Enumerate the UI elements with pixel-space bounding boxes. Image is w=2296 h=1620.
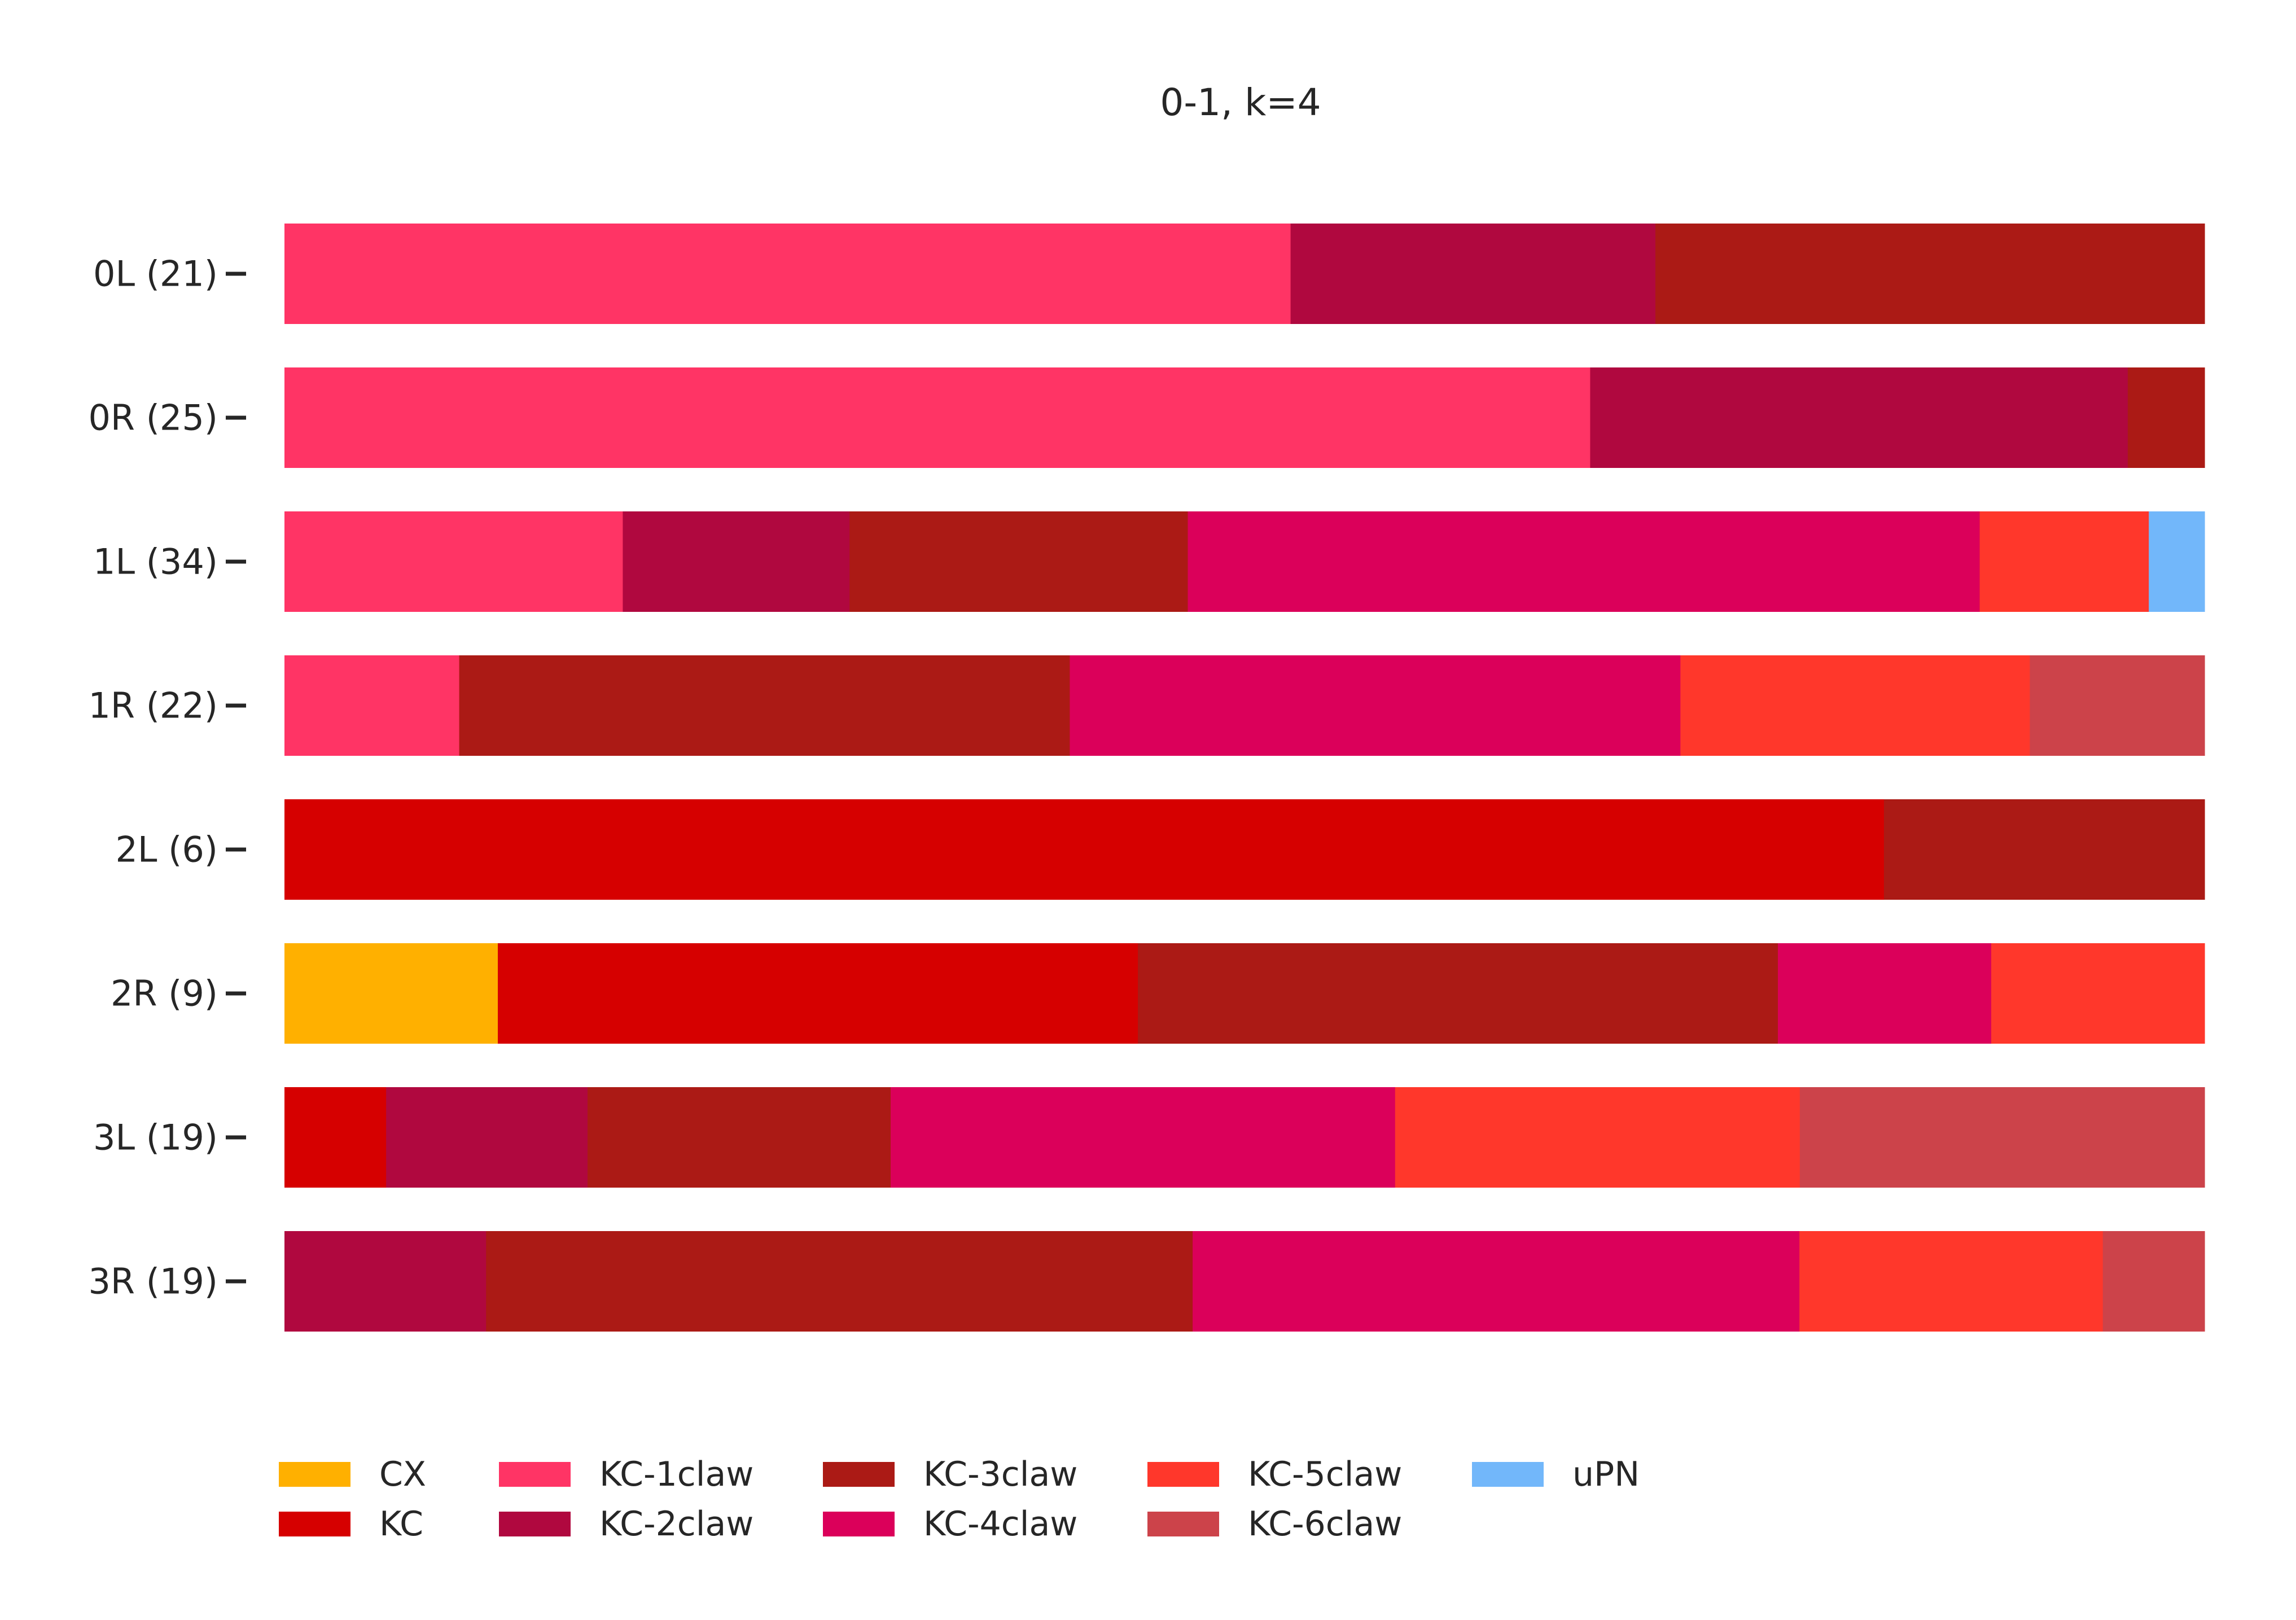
bar-segment-kc-3claw-row-2 bbox=[849, 511, 1189, 612]
y-tick-label: 3R (19) bbox=[88, 1261, 218, 1302]
legend-label-kc-1claw: KC-1claw bbox=[599, 1455, 753, 1494]
bar-segment-kc-2claw-row-7 bbox=[284, 1231, 487, 1332]
legend-label-kc: KC bbox=[379, 1504, 423, 1544]
bar-segment-upn-row-2 bbox=[2149, 511, 2205, 612]
bar-segment-kc-4claw-row-5 bbox=[1778, 943, 1992, 1044]
bar-segment-kc-1claw-row-2 bbox=[284, 511, 623, 612]
bar-segment-kc-2claw-row-1 bbox=[1590, 367, 2128, 468]
bar-segment-kc-5claw-row-6 bbox=[1395, 1087, 1800, 1188]
bar-segment-kc-3claw-row-0 bbox=[1655, 224, 2205, 324]
y-tick-label: 1L (34) bbox=[93, 541, 218, 583]
bar-segment-kc-4claw-row-2 bbox=[1188, 511, 1980, 612]
legend-label-kc-4claw: KC-4claw bbox=[923, 1504, 1077, 1544]
y-tick-label: 2R (9) bbox=[111, 973, 218, 1014]
bar-segment-kc-5claw-row-2 bbox=[1979, 511, 2149, 612]
bar-segment-kc-2claw-row-6 bbox=[386, 1087, 588, 1188]
bar-segment-kc-1claw-row-1 bbox=[284, 367, 1590, 468]
legend-swatch-upn bbox=[1472, 1462, 1544, 1487]
bar-segment-cx-row-5 bbox=[284, 943, 498, 1044]
bar-segment-kc-4claw-row-6 bbox=[891, 1087, 1396, 1188]
bar-segment-kc-3claw-row-6 bbox=[588, 1087, 891, 1188]
bar-segment-kc-3claw-row-7 bbox=[486, 1231, 1193, 1332]
bar-segment-kc-5claw-row-3 bbox=[1680, 655, 2031, 756]
bar-segment-kc-row-5 bbox=[498, 943, 1138, 1044]
bar-segment-kc-2claw-row-2 bbox=[623, 511, 850, 612]
bar-segment-kc-6claw-row-3 bbox=[2030, 655, 2205, 756]
bar-segment-kc-row-4 bbox=[284, 799, 1885, 900]
legend-label-upn: uPN bbox=[1572, 1455, 1640, 1494]
chart-title: 0-1, k=4 bbox=[1160, 81, 1321, 124]
bar-segment-kc-3claw-row-4 bbox=[1883, 799, 2205, 900]
legend-label-kc-6claw: KC-6claw bbox=[1248, 1504, 1402, 1544]
y-tick-label: 0L (21) bbox=[93, 253, 218, 295]
bar-segment-kc-3claw-row-3 bbox=[459, 655, 1070, 756]
bar-segment-kc-2claw-row-0 bbox=[1290, 224, 1656, 324]
legend-label-kc-5claw: KC-5claw bbox=[1248, 1455, 1402, 1494]
legend-swatch-cx bbox=[279, 1462, 350, 1487]
y-axis: 0L (21) 0R (25) 1L (34) 1R (22) 2L (6) 2R (9)… bbox=[88, 253, 246, 1302]
legend-swatch-kc-4claw bbox=[823, 1512, 895, 1536]
legend-label-cx: CX bbox=[379, 1455, 426, 1494]
bar-segment-kc-1claw-row-3 bbox=[284, 655, 460, 756]
legend-swatch-kc-3claw bbox=[823, 1462, 895, 1487]
bar-segment-kc-row-6 bbox=[284, 1087, 387, 1188]
legend-swatch-kc-6claw bbox=[1147, 1512, 1219, 1536]
bar-segment-kc-1claw-row-0 bbox=[284, 224, 1291, 324]
legend-swatch-kc-5claw bbox=[1147, 1462, 1219, 1487]
y-tick-label: 0R (25) bbox=[88, 397, 218, 439]
legend-swatch-kc bbox=[279, 1512, 350, 1536]
legend-swatch-kc-1claw bbox=[499, 1462, 571, 1487]
y-tick-label: 2L (6) bbox=[115, 829, 218, 870]
bar-segment-kc-5claw-row-7 bbox=[1799, 1231, 2104, 1332]
bar-area bbox=[284, 224, 2205, 1332]
bar-segment-kc-4claw-row-7 bbox=[1193, 1231, 1800, 1332]
bar-segment-kc-3claw-row-1 bbox=[2127, 367, 2205, 468]
legend: CX KC KC-1claw KC-2claw KC-3claw KC-4claw KC-5… bbox=[279, 1455, 1640, 1544]
bar-segment-kc-3claw-row-5 bbox=[1138, 943, 1778, 1044]
legend-swatch-kc-2claw bbox=[499, 1512, 571, 1536]
bar-segment-kc-6claw-row-7 bbox=[2102, 1231, 2205, 1332]
legend-label-kc-2claw: KC-2claw bbox=[599, 1504, 753, 1544]
y-tick-label: 3L (19) bbox=[93, 1117, 218, 1158]
legend-label-kc-3claw: KC-3claw bbox=[923, 1455, 1077, 1494]
bar-segment-kc-5claw-row-5 bbox=[1991, 943, 2205, 1044]
bar-segment-kc-4claw-row-3 bbox=[1070, 655, 1681, 756]
y-tick-label: 1R (22) bbox=[88, 685, 218, 726]
bar-segment-kc-6claw-row-6 bbox=[1799, 1087, 2205, 1188]
